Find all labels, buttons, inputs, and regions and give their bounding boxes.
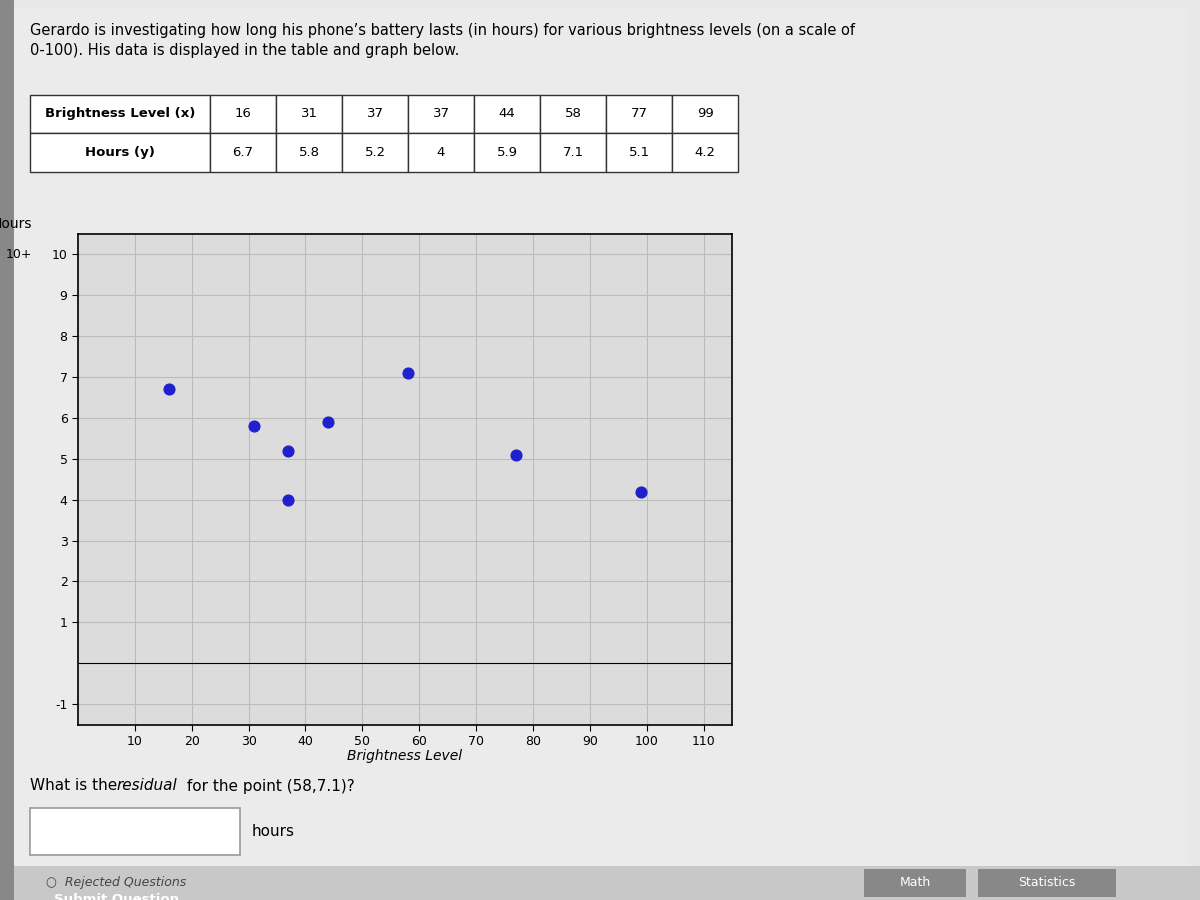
Text: 4.2: 4.2 xyxy=(695,146,715,159)
Text: 5.8: 5.8 xyxy=(299,146,319,159)
Text: 4: 4 xyxy=(437,146,445,159)
Text: 99: 99 xyxy=(697,107,713,121)
Bar xyxy=(0,866,1200,900)
Bar xyxy=(0,0,14,900)
Text: 16: 16 xyxy=(234,107,252,121)
Y-axis label: Hours: Hours xyxy=(0,217,32,231)
Bar xyxy=(30,133,210,172)
Text: 31: 31 xyxy=(300,107,318,121)
Bar xyxy=(276,94,342,133)
Point xyxy=(506,447,526,462)
Point xyxy=(245,418,264,433)
Bar xyxy=(474,94,540,133)
Text: 5.1: 5.1 xyxy=(629,146,649,159)
Bar xyxy=(210,133,276,172)
Text: Brightness Level (x): Brightness Level (x) xyxy=(44,107,196,121)
X-axis label: Brightness Level: Brightness Level xyxy=(348,750,462,763)
Text: 77: 77 xyxy=(630,107,648,121)
Bar xyxy=(408,94,474,133)
Text: 5.2: 5.2 xyxy=(365,146,385,159)
Bar xyxy=(30,94,210,133)
Bar xyxy=(978,868,1116,897)
Bar xyxy=(474,133,540,172)
Bar xyxy=(342,133,408,172)
Text: Gerardo is investigating how long his phone’s battery lasts (in hours) for vario: Gerardo is investigating how long his ph… xyxy=(30,22,854,38)
Bar xyxy=(30,808,240,855)
Bar xyxy=(540,94,606,133)
Text: Math: Math xyxy=(899,877,931,889)
Text: Hours (y): Hours (y) xyxy=(85,146,155,159)
Text: 5.9: 5.9 xyxy=(497,146,517,159)
Point xyxy=(278,444,298,458)
Text: 10+: 10+ xyxy=(6,248,32,261)
Bar xyxy=(408,133,474,172)
Bar xyxy=(864,868,966,897)
Bar xyxy=(210,94,276,133)
Text: 7.1: 7.1 xyxy=(563,146,583,159)
Point xyxy=(278,492,298,507)
Bar xyxy=(30,876,204,900)
Text: residual: residual xyxy=(116,778,178,794)
Bar xyxy=(606,94,672,133)
Point xyxy=(319,415,338,429)
Text: Statistics: Statistics xyxy=(1019,877,1075,889)
Point xyxy=(398,365,418,380)
Text: hours: hours xyxy=(252,824,295,839)
Bar xyxy=(276,133,342,172)
Text: 58: 58 xyxy=(564,107,582,121)
Text: for the point (58,7.1)?: for the point (58,7.1)? xyxy=(182,778,355,794)
Bar xyxy=(672,133,738,172)
Text: 37: 37 xyxy=(432,107,450,121)
Text: What is the: What is the xyxy=(30,778,122,794)
Text: 37: 37 xyxy=(366,107,384,121)
Text: Submit Question: Submit Question xyxy=(54,893,180,900)
Bar xyxy=(540,133,606,172)
Bar xyxy=(606,133,672,172)
Bar xyxy=(672,94,738,133)
Text: 6.7: 6.7 xyxy=(233,146,253,159)
Point xyxy=(631,484,650,499)
Text: 44: 44 xyxy=(499,107,515,121)
Point xyxy=(160,382,179,397)
Bar xyxy=(342,94,408,133)
Text: 0-100). His data is displayed in the table and graph below.: 0-100). His data is displayed in the tab… xyxy=(30,43,460,58)
Text: ○  Rejected Questions: ○ Rejected Questions xyxy=(46,877,186,889)
